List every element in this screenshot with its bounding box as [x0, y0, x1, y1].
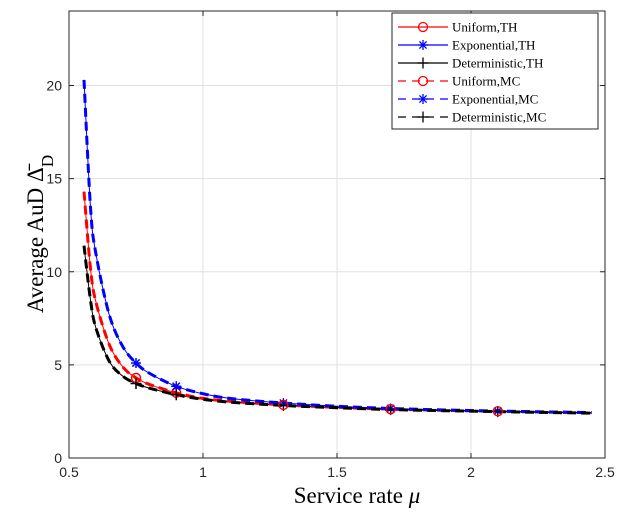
legend: Uniform,TH Exponential,TH Deterministic,TH…	[391, 12, 599, 130]
y-tick-label: 5	[54, 357, 62, 373]
legend-marker	[417, 75, 429, 87]
y-axis-label-text: Average AuD	[23, 188, 48, 313]
y-tick-label: 15	[46, 171, 62, 187]
series-marker-3	[385, 404, 396, 415]
legend-box	[391, 12, 599, 130]
legend-marker	[418, 40, 428, 50]
x-axis-label: Service rate μ	[294, 483, 420, 508]
series-marker-4	[131, 358, 141, 369]
series-lines	[82, 79, 592, 415]
y-axis-label: Average AuD Δ̄D	[23, 155, 57, 313]
y-tick-label: 20	[46, 78, 62, 94]
legend-label: Deterministic,TH	[452, 56, 543, 71]
legend-entry: Deterministic,TH	[398, 56, 543, 71]
series-marker-3	[492, 406, 503, 417]
x-tick-label: 1	[199, 464, 207, 480]
legend-marker	[417, 111, 429, 123]
series-marker-5	[170, 389, 182, 401]
legend-label: Exponential,TH	[452, 38, 535, 53]
legend-marker	[417, 21, 429, 33]
legend-marker	[417, 57, 429, 69]
legend-entry: Deterministic,MC	[398, 110, 546, 125]
legend-entry: Exponential,TH	[398, 38, 535, 53]
y-axis-label-subscript: D	[38, 155, 57, 167]
x-tick-label: 1.5	[327, 464, 347, 480]
y-tick-label: 0	[54, 450, 62, 466]
legend-entry: Uniform,TH	[398, 20, 517, 35]
legend-entry: Exponential,MC	[398, 92, 538, 107]
x-tick-label: 2.5	[595, 464, 615, 480]
axis-ticks: 0.5 1 1.5 2 2.5 0 5 10 15 20	[46, 11, 615, 480]
legend-label: Uniform,MC	[452, 74, 520, 89]
y-axis-label-symbol: Δ̄	[23, 163, 48, 182]
x-tick-label: 0.5	[59, 464, 79, 480]
series-marker-3	[278, 399, 289, 411]
legend-marker	[418, 94, 428, 104]
legend-label: Uniform,TH	[452, 20, 517, 35]
legend-entry: Uniform,MC	[398, 74, 520, 89]
series-line-5	[82, 245, 592, 415]
y-tick-label: 10	[46, 264, 62, 280]
svg-text:Average AuD Δ̄D: Average AuD Δ̄D	[23, 155, 57, 313]
series-markers	[130, 358, 504, 418]
series-marker-5	[130, 378, 142, 389]
x-tick-label: 2	[467, 464, 475, 480]
legend-label: Exponential,MC	[452, 92, 538, 107]
legend-label: Deterministic,MC	[452, 110, 546, 125]
